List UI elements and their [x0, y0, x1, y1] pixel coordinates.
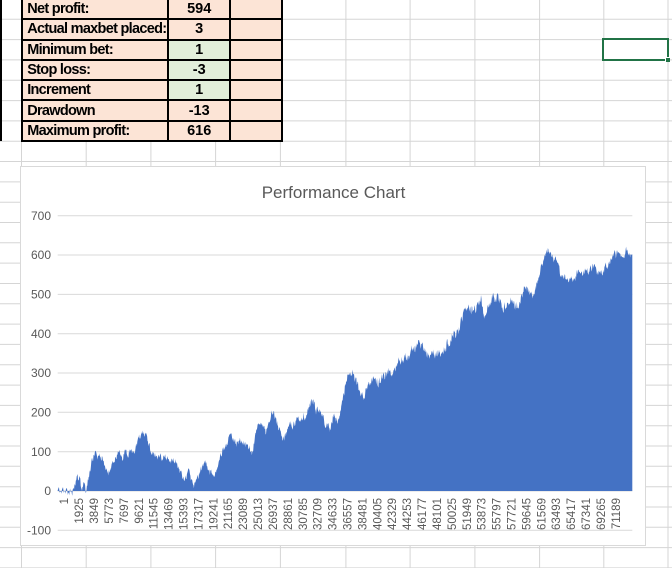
svg-text:13469: 13469: [164, 498, 176, 530]
svg-text:26937: 26937: [268, 498, 280, 530]
svg-text:3849: 3849: [89, 498, 101, 524]
svg-text:61569: 61569: [536, 498, 548, 530]
svg-text:46177: 46177: [417, 498, 429, 530]
svg-text:40405: 40405: [372, 498, 384, 530]
svg-text:11545: 11545: [149, 498, 161, 529]
svg-text:5773: 5773: [104, 498, 116, 524]
svg-text:63493: 63493: [551, 498, 563, 530]
svg-text:0: 0: [44, 484, 51, 498]
svg-text:48101: 48101: [432, 498, 444, 530]
svg-text:53873: 53873: [477, 498, 489, 530]
svg-text:44253: 44253: [402, 498, 414, 530]
svg-text:1: 1: [59, 498, 71, 504]
svg-text:38481: 38481: [357, 498, 369, 530]
svg-text:100: 100: [31, 445, 51, 459]
svg-text:50025: 50025: [447, 498, 459, 530]
svg-text:57721: 57721: [507, 498, 519, 530]
svg-text:1925: 1925: [74, 498, 86, 524]
svg-text:-100: -100: [27, 524, 51, 538]
svg-text:19241: 19241: [208, 498, 220, 530]
svg-text:42329: 42329: [387, 498, 399, 530]
svg-text:23089: 23089: [238, 498, 250, 530]
svg-text:700: 700: [31, 209, 51, 223]
svg-text:9621: 9621: [134, 498, 146, 524]
svg-text:15393: 15393: [179, 498, 191, 530]
svg-text:400: 400: [31, 327, 51, 341]
svg-text:51949: 51949: [462, 498, 474, 530]
svg-text:55797: 55797: [492, 498, 504, 530]
svg-text:71189: 71189: [611, 498, 623, 529]
svg-text:21165: 21165: [223, 498, 235, 529]
svg-text:69265: 69265: [596, 498, 608, 530]
svg-text:17317: 17317: [193, 498, 205, 530]
svg-text:65417: 65417: [566, 498, 578, 530]
svg-text:25013: 25013: [253, 498, 265, 530]
svg-text:59645: 59645: [521, 498, 533, 530]
svg-text:34633: 34633: [328, 498, 340, 530]
svg-text:28861: 28861: [283, 498, 295, 530]
svg-text:67341: 67341: [581, 498, 593, 530]
svg-text:30785: 30785: [298, 498, 310, 530]
svg-text:32709: 32709: [313, 498, 325, 530]
svg-text:7697: 7697: [119, 498, 131, 524]
svg-text:Performance Chart: Performance Chart: [262, 183, 406, 202]
svg-text:300: 300: [31, 366, 51, 380]
svg-text:500: 500: [31, 288, 51, 302]
svg-text:200: 200: [31, 406, 51, 420]
svg-text:36557: 36557: [343, 498, 355, 530]
svg-text:600: 600: [31, 248, 51, 262]
